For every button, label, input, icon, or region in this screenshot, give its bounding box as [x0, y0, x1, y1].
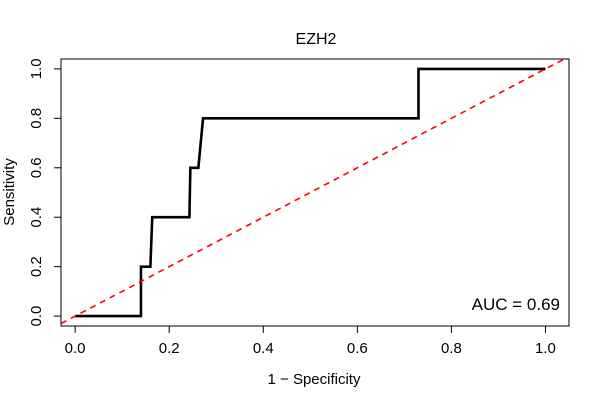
y-tick-label: 0.8: [28, 108, 45, 129]
plot-frame: [60, 58, 570, 327]
x-tick-label: 1.0: [535, 340, 556, 357]
chart-title: EZH2: [296, 31, 337, 48]
reference-diagonal-line: [61, 59, 567, 325]
y-tick-label: 0.2: [28, 256, 45, 277]
x-axis: 0.0 0.2 0.4 0.6 0.8 1.0: [65, 325, 556, 357]
y-axis-label: Sensitivity: [1, 158, 18, 226]
x-axis-label: 1 − Specificity: [268, 371, 361, 388]
auc-annotation: AUC = 0.69: [472, 295, 560, 314]
x-tick-label: 0.4: [253, 340, 274, 357]
y-tick-label: 1.0: [28, 58, 45, 79]
x-tick-label: 0.2: [159, 340, 180, 357]
x-tick-label: 0.6: [347, 340, 368, 357]
y-tick-label: 0.4: [28, 207, 45, 228]
y-axis: 0.0 0.2 0.4 0.6 0.8 1.0: [28, 58, 61, 327]
y-tick-label: 0.6: [28, 157, 45, 178]
x-tick-label: 0.8: [441, 340, 462, 357]
x-tick-label: 0.0: [65, 340, 86, 357]
series-layer: [61, 59, 567, 325]
roc-curve: [75, 67, 546, 318]
y-tick-label: 0.0: [28, 306, 45, 327]
